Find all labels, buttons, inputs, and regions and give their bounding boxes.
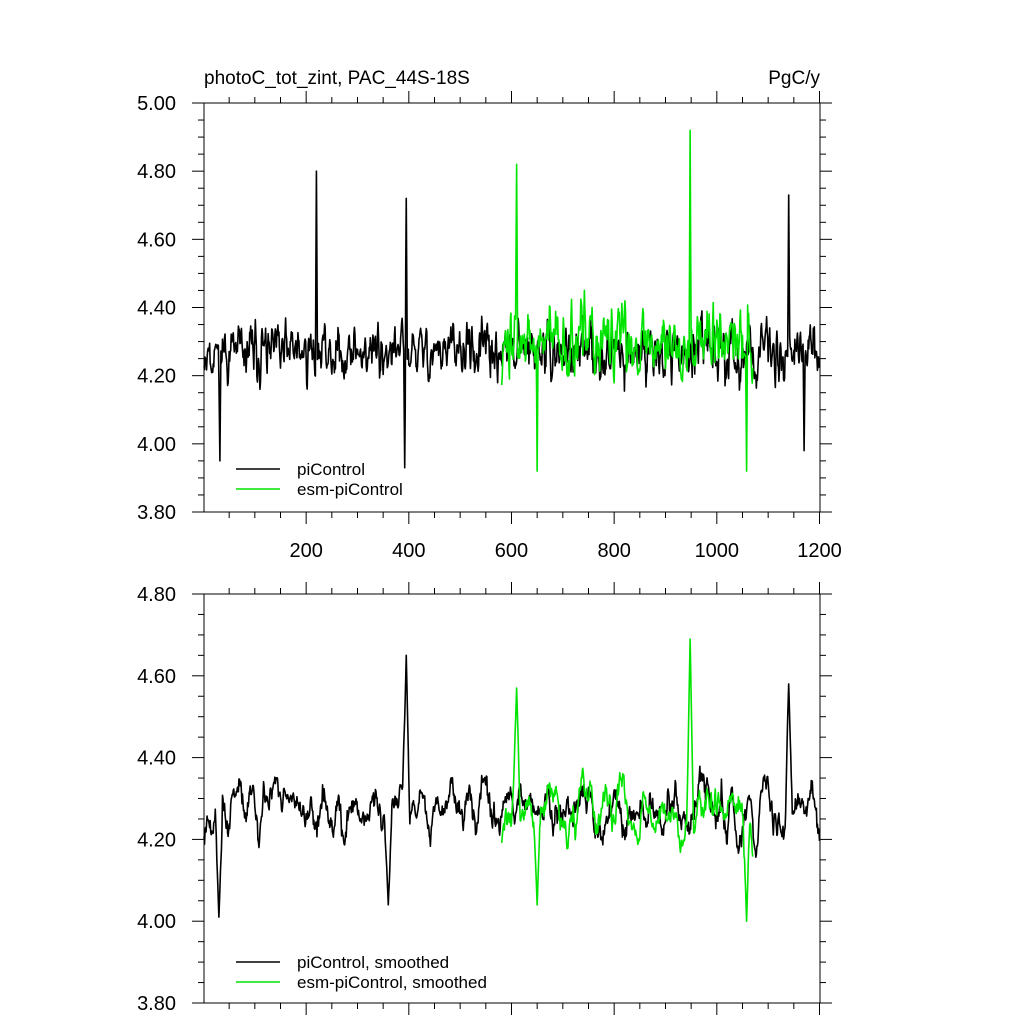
top-y-tick-label: 5.00 bbox=[137, 93, 176, 115]
top-x-tick-label: 1000 bbox=[695, 540, 740, 562]
bottom-legend: piControl, smoothed esm-piControl, smoot… bbox=[236, 953, 487, 992]
top-x-tick-label: 600 bbox=[495, 540, 528, 562]
top-axes: 3.80 4.00 4.20 4.40 4.60 4.80 5.00 200 400 600 800… bbox=[137, 91, 842, 562]
chart-title-right: PgC/y bbox=[768, 68, 820, 89]
top-y-tick-label: 4.80 bbox=[137, 161, 176, 183]
top-x-tick-label: 200 bbox=[289, 540, 322, 562]
top-y-tick-label: 3.80 bbox=[137, 502, 176, 524]
top-y-tick-label: 4.00 bbox=[137, 434, 176, 456]
bottom-series-line-1 bbox=[500, 638, 754, 922]
bottom-series-line-0 bbox=[203, 654, 821, 918]
legend-label-esm-picontrol-smoothed: esm-piControl, smoothed bbox=[297, 973, 487, 992]
top-legend: piControl esm-piControl bbox=[236, 460, 403, 499]
top-panel: photoC_tot_zint, PAC_44S-18S PgC/y 3.80 4… bbox=[137, 68, 842, 562]
legend-label-esm-picontrol: esm-piControl bbox=[297, 480, 403, 499]
top-x-tick-label: 800 bbox=[597, 540, 630, 562]
bottom-y-tick-label: 4.20 bbox=[137, 829, 176, 851]
top-y-tick-label: 4.60 bbox=[137, 229, 176, 251]
bottom-axes: 3.80 4.00 4.20 4.40 4.60 4.80 bbox=[137, 582, 832, 1015]
bottom-y-tick-label: 4.80 bbox=[137, 584, 176, 606]
top-plot-frame bbox=[203, 102, 821, 513]
bottom-y-tick-label: 4.00 bbox=[137, 911, 176, 933]
bottom-panel: 3.80 4.00 4.20 4.40 4.60 4.80 piControl, smoo… bbox=[137, 582, 832, 1015]
legend-label-picontrol: piControl bbox=[297, 460, 365, 479]
bottom-y-tick-label: 4.40 bbox=[137, 748, 176, 770]
bottom-y-tick-label: 4.60 bbox=[137, 666, 176, 688]
top-series-group bbox=[203, 129, 821, 472]
top-series-line-1 bbox=[500, 129, 754, 472]
top-y-tick-label: 4.20 bbox=[137, 366, 176, 388]
bottom-y-tick-label: 3.80 bbox=[137, 993, 176, 1015]
legend-label-picontrol-smoothed: piControl, smoothed bbox=[297, 953, 449, 972]
chart-title-left: photoC_tot_zint, PAC_44S-18S bbox=[204, 68, 470, 89]
bottom-series-group bbox=[203, 638, 821, 922]
top-x-tick-label: 1200 bbox=[797, 540, 842, 562]
top-y-tick-label: 4.40 bbox=[137, 298, 176, 320]
top-x-tick-label: 400 bbox=[392, 540, 425, 562]
